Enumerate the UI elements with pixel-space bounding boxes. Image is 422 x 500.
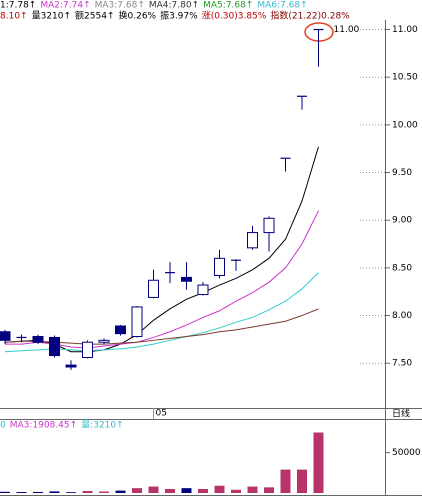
header-text: MA3:7.68↑ — [95, 1, 145, 11]
y-tick-label: 11.00 — [392, 25, 418, 35]
header-text: 量:3210↑ — [81, 420, 123, 431]
volume-bar — [214, 485, 225, 493]
header-text: MA4:7.80↑ — [149, 1, 199, 11]
header-text: 8.10↑ — [0, 12, 28, 22]
candle-body — [197, 284, 209, 296]
volume-bar — [297, 469, 307, 493]
header-text: MA3:1908.45↑ — [10, 421, 77, 431]
header-text: 指数(21.22)0.28% — [270, 10, 350, 22]
high-label: 11.00 — [334, 25, 360, 35]
volume-bar — [33, 491, 43, 493]
volume-bar — [16, 492, 27, 493]
header-text: 量3210↑ — [32, 11, 71, 22]
candle-body — [115, 325, 126, 335]
candle-body — [263, 217, 275, 234]
candle-body — [32, 336, 44, 343]
period-label: 日线 — [392, 408, 410, 420]
volume-bar — [165, 488, 175, 493]
candle-body — [65, 364, 77, 368]
header-text: MA2:7.74↑ — [40, 1, 90, 11]
volume-bar — [181, 488, 192, 493]
header-text: 振3.97% — [160, 10, 198, 22]
volume-bar — [231, 489, 241, 493]
candle-body — [0, 331, 11, 341]
volume-bar — [115, 490, 126, 493]
y-tick-label: 9.00 — [392, 216, 412, 226]
candle-body — [247, 232, 258, 249]
volume-bar — [280, 469, 291, 493]
volume-bar — [82, 490, 93, 493]
candle-body — [49, 336, 60, 357]
y-tick-label: 10.00 — [392, 120, 418, 130]
volume-bar — [264, 487, 274, 493]
candle-body — [214, 257, 225, 276]
volume-bar — [99, 491, 109, 493]
candle-body — [82, 341, 93, 358]
y-tick-label: 8.00 — [392, 311, 412, 321]
x-tick-label: 05 — [156, 409, 167, 419]
y-tick-label: 7.50 — [392, 359, 412, 369]
header-text: MA5:7.68↑ — [203, 1, 253, 11]
header-text: MA6:7.68↑ — [257, 1, 307, 11]
candle-body — [181, 276, 192, 282]
header-text: 1:7.78↑ — [0, 1, 36, 11]
y-tick-label: 8.50 — [392, 263, 412, 273]
header-text: 0 — [0, 421, 6, 431]
header-text: 额2554↑ — [75, 10, 114, 22]
volume-bar — [313, 432, 324, 493]
candle-body — [131, 306, 143, 338]
candle-body — [148, 279, 159, 298]
header-text: 涨(0.30)3.85% — [202, 11, 267, 22]
y-tick-label: 9.50 — [392, 168, 412, 178]
volume-bar — [132, 488, 142, 493]
candle-body — [98, 339, 110, 343]
volume-bar — [247, 486, 258, 493]
volume-bar — [148, 486, 159, 493]
volume-bar — [49, 491, 60, 493]
volume-bar — [198, 488, 208, 493]
y-tick-label: 50000 — [392, 448, 421, 458]
y-tick-label: 10.50 — [392, 73, 418, 83]
volume-bar — [66, 492, 76, 493]
volume-bar — [0, 491, 10, 493]
header-text: 换0.26% — [119, 10, 157, 22]
